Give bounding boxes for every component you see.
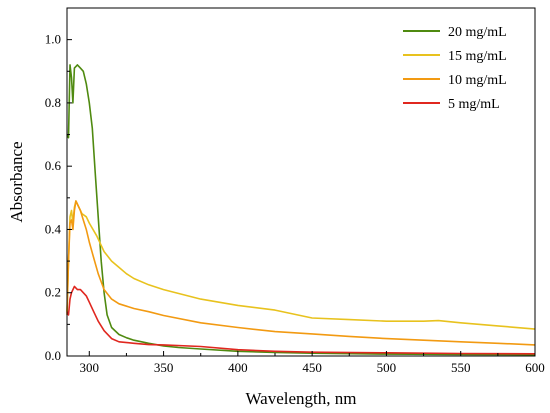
plot-frame — [66, 7, 536, 357]
axis-layer: 300 350 400 450 500 550 600 0.0 0.2 0.4 0.6 0.8 1.0 — [45, 32, 545, 375]
y-tick-label: 0.4 — [45, 221, 62, 236]
y-tick-label: 1.0 — [45, 32, 61, 47]
legend-label: 15 mg/mL — [448, 49, 507, 64]
x-tick-label: 450 — [302, 360, 322, 375]
legend-label: 10 mg/mL — [448, 73, 507, 88]
x-axis-label: Wavelength, nm — [246, 389, 357, 408]
x-tick-label: 350 — [154, 360, 174, 375]
series-line-3 — [66, 200, 536, 346]
x-tick-label: 400 — [228, 360, 248, 375]
x-tick-label: 300 — [80, 360, 100, 375]
legend: 20 mg/mL 15 mg/mL 10 mg/mL 5 mg/mL — [403, 25, 507, 112]
series-line-4 — [66, 285, 536, 355]
y-tick-label: 0.6 — [45, 158, 62, 173]
y-axis-label: Absorbance — [7, 141, 26, 222]
x-tick-label: 600 — [525, 360, 545, 375]
y-tick-label: 0.0 — [45, 348, 61, 363]
x-tick-label: 550 — [451, 360, 471, 375]
legend-label: 20 mg/mL — [448, 25, 507, 40]
y-tick-label: 0.8 — [45, 95, 61, 110]
y-tick-label: 0.2 — [45, 285, 61, 300]
legend-label: 5 mg/mL — [448, 97, 500, 112]
x-tick-label: 500 — [377, 360, 397, 375]
